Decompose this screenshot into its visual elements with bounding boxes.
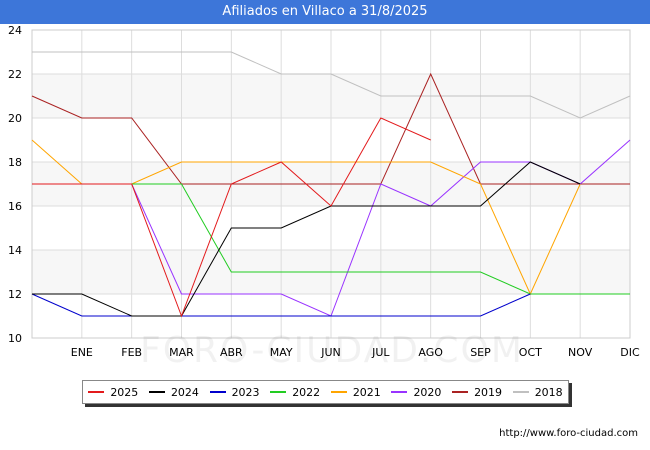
source-link[interactable]: http://www.foro-ciudad.com [499, 428, 638, 439]
series-line-2025 [32, 117, 431, 318]
x-tick-label: MAR [169, 346, 194, 359]
legend-label: 2023 [231, 385, 260, 399]
chart-title: Afiliados en Villaco a 31/8/2025 [0, 0, 650, 24]
legend-item-2023: 2023 [209, 385, 260, 399]
legend-item-2025: 2025 [88, 386, 138, 399]
y-tick-label: 20 [8, 112, 22, 125]
legend-label: 2022 [292, 385, 321, 399]
series-line-2019 [31, 72, 630, 185]
legend-swatch [88, 391, 105, 393]
watermark: FORO-CIUDAD.COM [140, 330, 524, 371]
legend-label: 2018 [534, 385, 563, 399]
y-tick-label: 18 [8, 156, 22, 169]
legend-item-2018: 2018 [512, 385, 563, 399]
x-tick-label: JUL [371, 346, 390, 359]
legend-swatch [148, 391, 165, 393]
legend-item-2019: 2019 [452, 386, 502, 399]
x-tick-label: OCT [519, 346, 542, 359]
y-tick-label: 12 [8, 288, 22, 301]
legend-swatch [330, 391, 347, 393]
x-tick-label: AGO [418, 346, 443, 359]
legend-label: 2019 [474, 385, 503, 399]
legend-label: 2025 [110, 385, 139, 399]
legend-swatch [512, 391, 529, 393]
legend-item-2021: 2021 [330, 385, 381, 399]
x-tick-label: JUN [320, 346, 341, 359]
series-line-2023 [31, 293, 531, 317]
series-line-2018 [32, 51, 631, 119]
legend-item-2020: 2020 [391, 386, 441, 399]
legend-item-2022: 2022 [270, 386, 320, 399]
x-tick-label: NOV [568, 346, 593, 359]
y-tick-label: 22 [8, 68, 22, 81]
y-tick-label: 24 [8, 24, 22, 37]
y-tick-label: 10 [8, 332, 22, 345]
y-tick-label: 16 [8, 200, 22, 213]
legend-item-2024: 2024 [148, 385, 199, 399]
x-tick-label: ENE [71, 346, 93, 359]
x-tick-label: DIC [620, 346, 640, 359]
legend-label: 2020 [413, 385, 442, 399]
legend-swatch [209, 391, 226, 393]
x-tick-label: SEP [470, 346, 491, 359]
x-tick-label: ABR [220, 346, 243, 359]
legend-label: 2021 [352, 385, 381, 399]
y-tick-label: 14 [8, 244, 22, 257]
legend-swatch [270, 391, 287, 393]
x-tick-label: MAY [270, 346, 293, 359]
legend: 2025 2024 2023 2022 2021 2020 2019 2018 [82, 380, 569, 404]
legend-label: 2024 [170, 385, 199, 399]
legend-swatch [452, 391, 469, 393]
series-line-2024 [32, 161, 581, 317]
legend-swatch [391, 391, 408, 393]
x-tick-label: FEB [121, 346, 142, 359]
